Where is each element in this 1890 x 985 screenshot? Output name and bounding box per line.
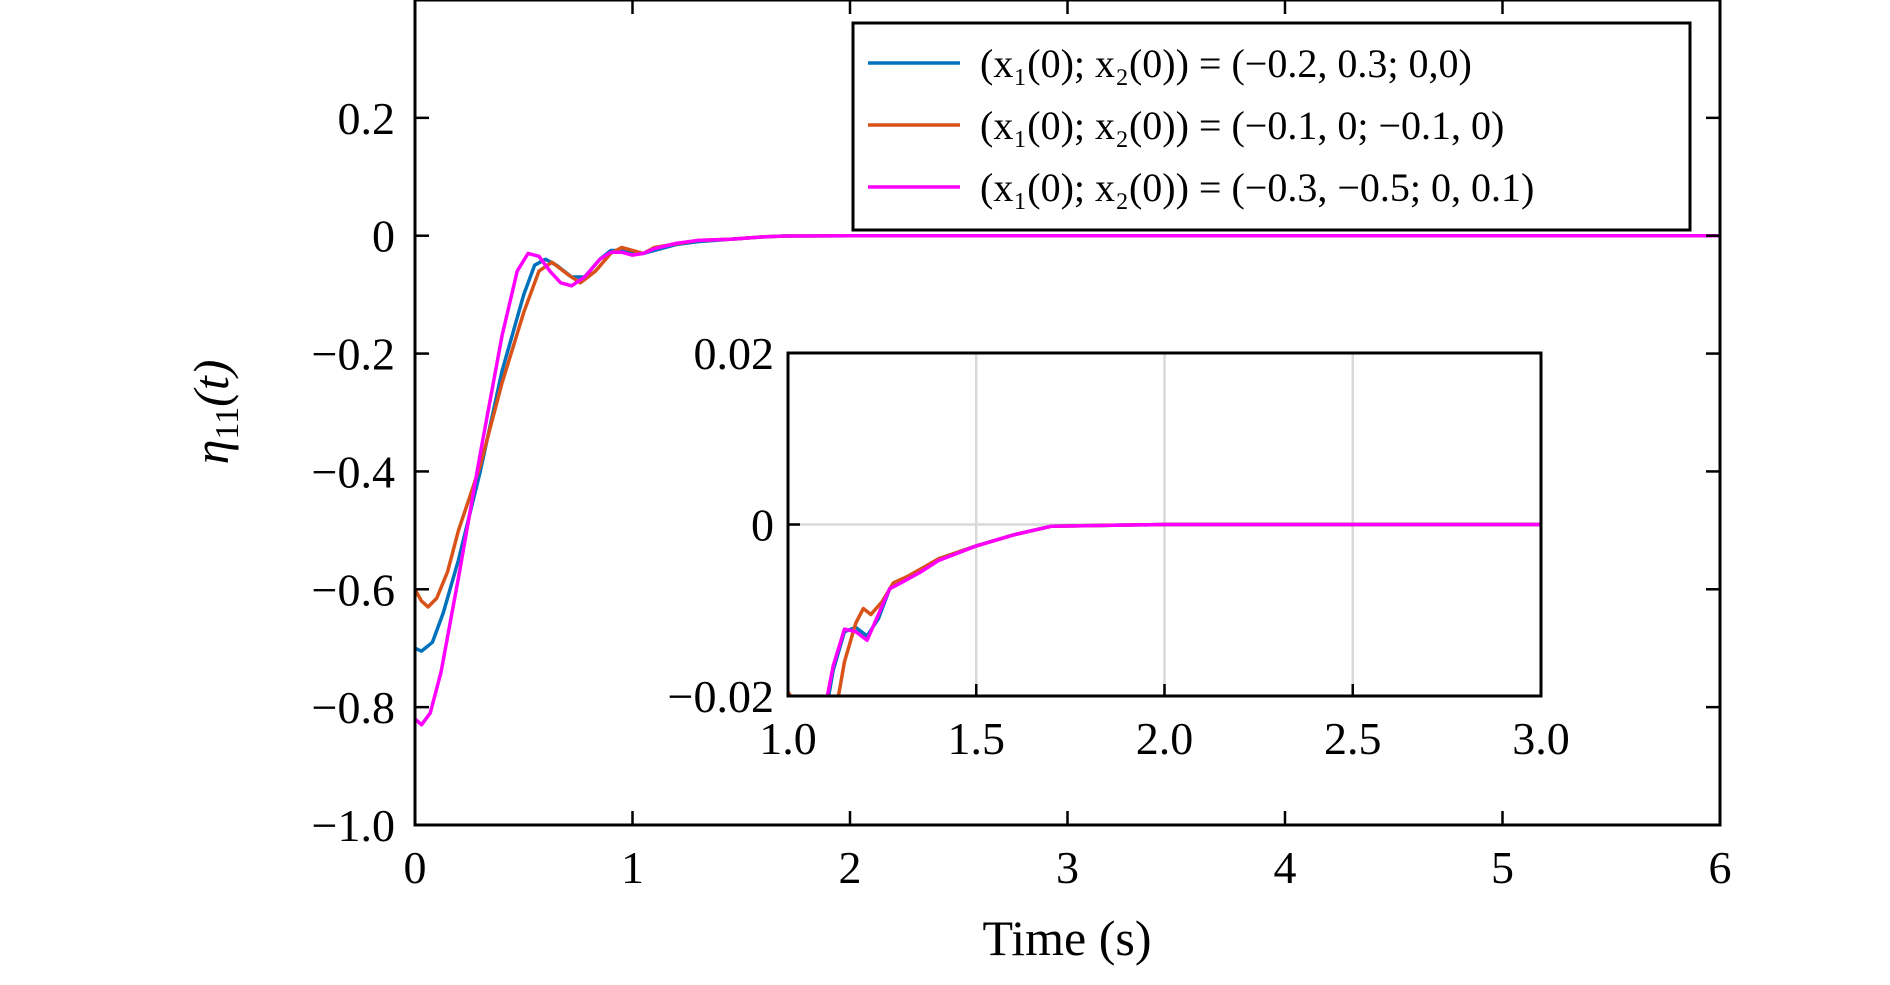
main-y-tick-label-0-2: −0.2 [312, 329, 395, 380]
legend-label-3: (x₁(0); x₂(0)) = (−0.3, −0.5; 0, 0.1) [980, 165, 1534, 210]
main-x-tick-label-5: 5 [1491, 842, 1514, 893]
main-y-tick-label-0-6: −0.6 [312, 564, 395, 615]
main-x-tick-label-3: 3 [1056, 842, 1079, 893]
legend-label-1: (x₁(0); x₂(0)) = (−0.2, 0.3; 0,0) [980, 41, 1472, 86]
inset-chart: 1.0 1.5 2.0 2.5 3.0 0.02 0 −0.02 [668, 328, 1570, 764]
inset-y-tick-label-0-02: −0.02 [668, 671, 774, 722]
inset-x-tick-label-2-5: 2.5 [1324, 713, 1382, 764]
main-plot-frame [413, 0, 1722, 827]
legend-label-2: (x₁(0); x₂(0)) = (−0.1, 0; −0.1, 0) [980, 103, 1504, 148]
main-x-tick-label-0: 0 [404, 842, 427, 893]
inset-x-tick-label-1-0: 1.0 [759, 713, 817, 764]
y-axis-title: η11(t) [183, 360, 246, 465]
main-y-tick-label-1-0: −1.0 [312, 800, 395, 851]
main-y-tick-label-0: 0 [372, 211, 395, 262]
main-x-tick-label-2: 2 [839, 842, 862, 893]
main-y-tick-label-0-2: 0.2 [338, 93, 396, 144]
inset-y-tick-label-0-02: 0.02 [694, 328, 775, 379]
legend: (x₁(0); x₂(0)) = (−0.2, 0.3; 0,0) (x₁(0);… [851, 21, 1692, 232]
x-axis-title: Time (s) [982, 910, 1151, 966]
main-x-tick-label-4: 4 [1274, 842, 1297, 893]
inset-y-tick-label-0: 0 [751, 500, 774, 551]
main-y-tick-label-0-8: −0.8 [312, 682, 395, 733]
inset-x-tick-label-1-5: 1.5 [948, 713, 1006, 764]
inset-plot-frame [786, 351, 1543, 698]
inset-x-tick-label-2-0: 2.0 [1136, 713, 1194, 764]
main-y-tick-label-0-4: −0.4 [312, 446, 395, 497]
main-x-tick-label-6: 6 [1709, 842, 1732, 893]
inset-series-line-3 [825, 522, 1541, 696]
legend-box [851, 21, 1692, 232]
inset-x-tick-label-3-0: 3.0 [1512, 713, 1570, 764]
main-series-line-3 [415, 233, 1720, 727]
main-x-tick-label-1: 1 [621, 842, 644, 893]
